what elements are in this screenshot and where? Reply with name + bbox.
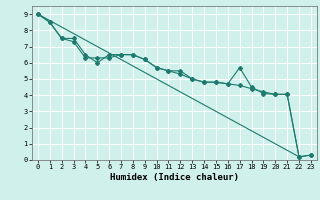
X-axis label: Humidex (Indice chaleur): Humidex (Indice chaleur)	[110, 173, 239, 182]
